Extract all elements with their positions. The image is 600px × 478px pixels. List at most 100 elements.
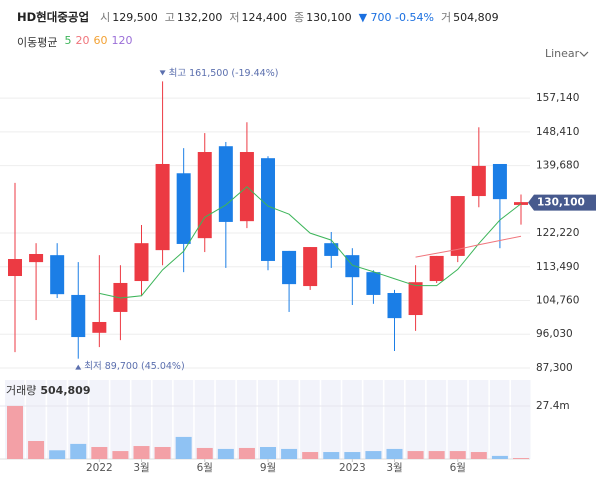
candle-body (282, 250, 297, 285)
candle-body (324, 243, 339, 256)
volume-tick-label: 27.4m (536, 400, 570, 412)
legend-entry: 20 (75, 34, 90, 47)
x-tick-label: 3월 (386, 462, 402, 474)
x-tick-label: 3월 (133, 462, 149, 474)
candle-body (450, 196, 465, 256)
volume-bar (428, 451, 445, 459)
quote-item: 고 132,200 (165, 9, 223, 25)
volume-band (405, 380, 426, 459)
volume-bar (133, 446, 150, 459)
quote-label: 거 (440, 11, 452, 24)
volume-band (279, 380, 299, 459)
dropdown-chevron (579, 51, 589, 57)
volume-bar (513, 458, 529, 459)
candle-body (29, 253, 44, 263)
x-tick-label: 2022 (86, 462, 113, 474)
volume-bar (238, 447, 255, 459)
y-tick-label: 122,220 (536, 227, 579, 239)
volume-bar (49, 450, 66, 459)
x-tick-label: 9월 (260, 462, 276, 474)
volume-bar (344, 452, 361, 459)
volume-bar (407, 451, 424, 459)
stock-name: HD현대중공업 (17, 10, 90, 24)
volume-band (215, 380, 236, 459)
volume-band (468, 380, 489, 459)
ma-line (415, 235, 522, 258)
candle-body (155, 163, 170, 251)
quote-value: 130,100 (306, 11, 352, 24)
quote-item: 시 129,500 (100, 9, 158, 25)
candle-body (218, 146, 233, 222)
volume-band (447, 380, 468, 459)
quote-label: 시 (100, 11, 111, 24)
volume-bar (281, 448, 298, 459)
quote-label: 저 (229, 11, 240, 24)
quote-label: 종 (293, 11, 305, 24)
volume-band (152, 380, 173, 459)
quote-item: 종 130,100 (294, 9, 352, 25)
volume-title-value: 504,809 (40, 384, 90, 397)
legend-entry: 120 (111, 34, 133, 47)
volume-band (47, 380, 67, 459)
volume-band (236, 380, 257, 459)
volume-bar (217, 448, 234, 459)
volume-band (511, 380, 531, 459)
volume-bar (386, 448, 403, 459)
quote-value: 132,200 (176, 11, 223, 24)
y-tick-label: 157,140 (536, 92, 579, 104)
volume-bar (91, 446, 108, 459)
x-tick-label: 6월 (197, 462, 213, 474)
candle-body (492, 163, 507, 200)
quote-label: 고 (164, 11, 175, 24)
y-tick-label: 96,030 (536, 328, 573, 340)
volume-band (363, 380, 383, 459)
y-tick-label: 104,760 (536, 295, 579, 307)
candle-body (471, 165, 486, 197)
volume-title-label: 거래량 (6, 384, 36, 397)
volume-band (89, 380, 109, 459)
volume-bar (302, 452, 319, 459)
volume-band (342, 380, 362, 459)
volume-band (300, 380, 320, 459)
max-marker (159, 70, 166, 76)
volume-bar (491, 455, 508, 459)
volume-bar (154, 446, 171, 459)
legend-entry: 60 (93, 34, 108, 47)
candle-body (50, 255, 65, 295)
volume-bar (470, 452, 487, 459)
candle-body (113, 282, 128, 312)
quote-value: 124,400 (241, 11, 287, 24)
x-tick-label: 6월 (450, 462, 466, 474)
candle-body (8, 259, 22, 277)
volume-band (321, 380, 341, 459)
volume-bar (28, 440, 45, 459)
volume-band (110, 380, 130, 459)
y-tick-label: 87,300 (536, 362, 573, 374)
ma-legend: 이동평균 5 20 60 120 (17, 34, 132, 50)
candle-body (176, 173, 191, 244)
volume-band (194, 380, 215, 459)
x-tick-label: 2023 (339, 462, 366, 474)
candle-body (261, 158, 275, 261)
y-tick-label: 148,410 (536, 126, 579, 138)
volume-bar (260, 446, 276, 459)
volume-band (384, 380, 404, 459)
volume-bar (323, 452, 340, 459)
volume-band (426, 380, 447, 459)
volume-bar (7, 405, 23, 459)
volume-bar (449, 451, 466, 459)
scale-mode[interactable]: Linear (545, 47, 580, 60)
volume-bar (365, 451, 382, 459)
candle-body (366, 272, 381, 295)
y-tick-label: 113,490 (536, 261, 579, 273)
max-annotation: 최고 161,500 (-19.44%) (169, 68, 279, 79)
candle-body (134, 243, 149, 282)
candle-body (197, 152, 212, 239)
volume-band (258, 380, 278, 459)
quote-value: 129,500 (112, 11, 158, 24)
volume-bar (175, 436, 192, 459)
quote-item: 저 124,400 (229, 9, 287, 25)
candle-body (303, 247, 318, 287)
